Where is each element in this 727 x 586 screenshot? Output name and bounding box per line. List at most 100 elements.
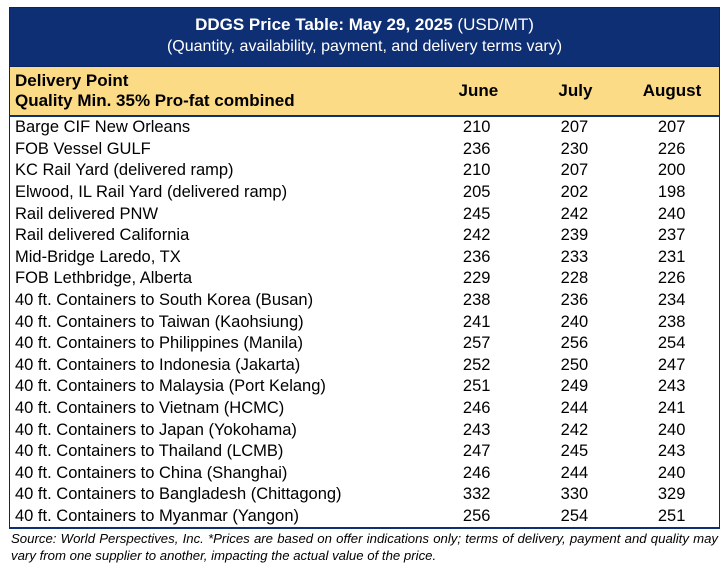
table-header-row: Delivery Point Quality Min. 35% Pro-fat … (9, 67, 720, 117)
table-row: 40 ft. Containers to Bangladesh (Chittag… (10, 484, 719, 506)
row-june-price: 205 (462, 183, 491, 202)
table-row: Mid-Bridge Laredo, TX 236 233 231 (10, 247, 719, 269)
title-unit: (USD/MT) (452, 15, 534, 34)
row-july-price: 239 (560, 226, 589, 245)
row-delivery-point: 40 ft. Containers to Vietnam (HCMC) (15, 399, 285, 418)
row-august-price: 238 (657, 312, 686, 331)
row-july-price: 242 (560, 420, 589, 439)
row-july-price: 244 (560, 399, 589, 418)
title-bold: DDGS Price Table: May 29, 2025 (195, 15, 453, 34)
row-delivery-point: KC Rail Yard (delivered ramp) (15, 161, 234, 180)
row-july-price: 242 (560, 204, 589, 223)
row-july-price: 256 (560, 334, 589, 353)
row-august-price: 237 (657, 226, 686, 245)
row-june-price: 238 (462, 291, 491, 310)
header-quality-label: Quality Min. 35% Pro-fat combined (15, 91, 295, 110)
row-june-price: 257 (462, 334, 491, 353)
row-august-price: 240 (657, 463, 686, 482)
row-august-price: 247 (657, 355, 686, 374)
row-july-price: 330 (560, 485, 589, 504)
row-july-price: 228 (560, 269, 589, 288)
row-august-price: 200 (657, 161, 686, 180)
header-june: June (458, 81, 499, 100)
table-row: 40 ft. Containers to Malaysia (Port Kela… (10, 376, 719, 398)
row-june-price: 243 (462, 420, 491, 439)
row-june-price: 242 (462, 226, 491, 245)
row-august-price: 226 (657, 139, 686, 158)
header-august: August (642, 81, 702, 100)
table-row: 40 ft. Containers to Thailand (LCMB) 247 2… (10, 441, 719, 463)
table-row: KC Rail Yard (delivered ramp) 210 207 200 (10, 160, 719, 182)
row-july-price: 254 (560, 506, 589, 525)
table-row: Elwood, IL Rail Yard (delivered ramp) 205… (10, 182, 719, 204)
row-june-price: 256 (462, 506, 491, 525)
row-june-price: 210 (462, 161, 491, 180)
row-july-price: 230 (560, 139, 589, 158)
row-delivery-point: 40 ft. Containers to China (Shanghai) (15, 463, 288, 482)
table-row: Rail delivered PNW 245 242 240 (10, 203, 719, 225)
table-row: 40 ft. Containers to Japan (Yokohama) 243… (10, 419, 719, 441)
row-june-price: 246 (462, 463, 491, 482)
table-row: 40 ft. Containers to Taiwan (Kaohsiung) 2… (10, 311, 719, 333)
table-row: 40 ft. Containers to South Korea (Busan)… (10, 290, 719, 312)
row-july-price: 207 (560, 118, 589, 137)
price-table: DDGS Price Table: May 29, 2025 (USD/MT) … (9, 7, 720, 564)
row-delivery-point: 40 ft. Containers to South Korea (Busan) (15, 291, 314, 310)
table-row: 40 ft. Containers to Philippines (Manila… (10, 333, 719, 355)
row-july-price: 207 (560, 161, 589, 180)
table-row: FOB Lethbridge, Alberta 229 228 226 (10, 268, 719, 290)
table-row: FOB Vessel GULF 236 230 226 (10, 139, 719, 161)
row-delivery-point: 40 ft. Containers to Japan (Yokohama) (15, 420, 297, 439)
row-june-price: 236 (462, 139, 491, 158)
row-august-price: 254 (657, 334, 686, 353)
row-july-price: 240 (560, 312, 589, 331)
row-july-price: 249 (560, 377, 589, 396)
table-row: 40 ft. Containers to China (Shanghai) 246… (10, 463, 719, 485)
row-june-price: 246 (462, 399, 491, 418)
row-delivery-point: 40 ft. Containers to Malaysia (Port Kela… (15, 377, 326, 396)
table-row: 40 ft. Containers to Indonesia (Jakarta)… (10, 355, 719, 377)
table-row: 40 ft. Containers to Vietnam (HCMC) 246 24… (10, 398, 719, 420)
row-august-price: 241 (657, 399, 686, 418)
row-june-price: 332 (462, 485, 491, 504)
row-delivery-point: FOB Vessel GULF (15, 139, 151, 158)
row-delivery-point: Rail delivered California (15, 226, 190, 245)
row-delivery-point: 40 ft. Containers to Bangladesh (Chittag… (15, 485, 342, 504)
row-delivery-point: 40 ft. Containers to Thailand (LCMB) (15, 442, 284, 461)
table-row: 40 ft. Containers to Myanmar (Yangon) 256… (10, 506, 719, 528)
row-june-price: 236 (462, 247, 491, 266)
row-june-price: 210 (462, 118, 491, 137)
row-august-price: 251 (657, 506, 686, 525)
row-delivery-point: Mid-Bridge Laredo, TX (15, 247, 181, 266)
row-july-price: 245 (560, 442, 589, 461)
row-august-price: 231 (657, 247, 686, 266)
row-august-price: 329 (657, 485, 686, 504)
row-july-price: 244 (560, 463, 589, 482)
row-july-price: 202 (560, 183, 589, 202)
row-august-price: 234 (657, 291, 686, 310)
row-july-price: 233 (560, 247, 589, 266)
row-delivery-point: Elwood, IL Rail Yard (delivered ramp) (15, 183, 288, 202)
row-june-price: 252 (462, 355, 491, 374)
row-august-price: 240 (657, 420, 686, 439)
source-footnote: Source: World Perspectives, Inc. *Prices… (11, 531, 718, 564)
row-june-price: 251 (462, 377, 491, 396)
row-june-price: 229 (462, 269, 491, 288)
table-row: Rail delivered California 242 239 237 (10, 225, 719, 247)
row-delivery-point: 40 ft. Containers to Myanmar (Yangon) (15, 506, 299, 525)
row-august-price: 207 (657, 118, 686, 137)
row-july-price: 236 (560, 291, 589, 310)
table-title: DDGS Price Table: May 29, 2025 (USD/MT) (10, 14, 719, 36)
table-body: Barge CIF New Orleans 210 207 207 FOB Vessel… (9, 117, 720, 530)
row-june-price: 245 (462, 204, 491, 223)
row-june-price: 241 (462, 312, 491, 331)
row-delivery-point: FOB Lethbridge, Alberta (15, 269, 193, 288)
row-august-price: 243 (657, 442, 686, 461)
row-august-price: 240 (657, 204, 686, 223)
table-subtitle: (Quantity, availability, payment, and de… (166, 38, 563, 55)
row-august-price: 198 (657, 183, 686, 202)
row-delivery-point: Rail delivered PNW (15, 204, 159, 223)
row-delivery-point: Barge CIF New Orleans (15, 118, 191, 137)
row-delivery-point: 40 ft. Containers to Indonesia (Jakarta) (15, 355, 301, 374)
row-august-price: 243 (657, 377, 686, 396)
